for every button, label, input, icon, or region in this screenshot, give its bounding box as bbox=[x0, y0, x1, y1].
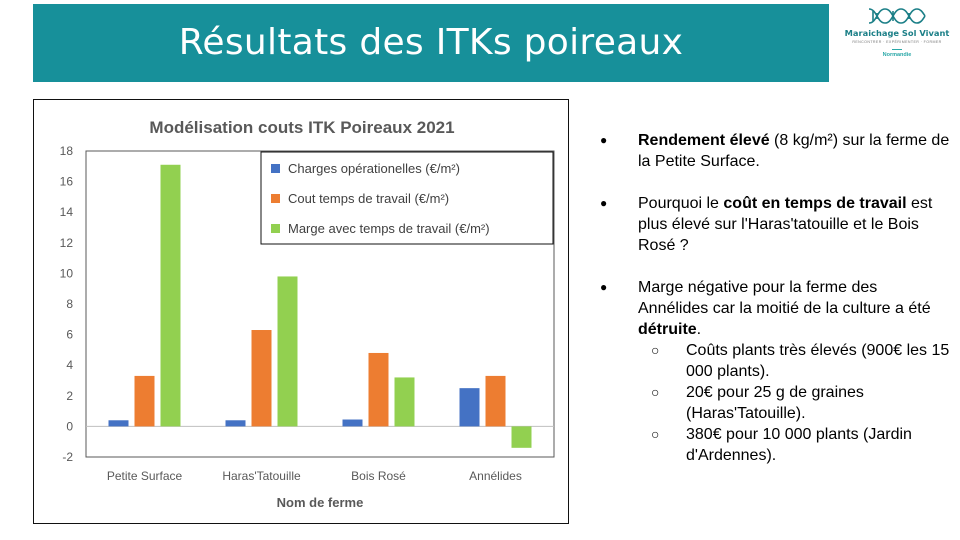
logo-tagline: RENCONTRER · EXPÉRIMENTER · FORMER bbox=[852, 40, 942, 44]
logo-region: Normandie bbox=[882, 52, 912, 58]
bar bbox=[459, 388, 480, 427]
title-banner: Résultats des ITKs poireaux bbox=[33, 4, 829, 82]
bullet-bold-text: détruite bbox=[638, 321, 697, 338]
logo-name: Maraichage Sol Vivant bbox=[844, 28, 950, 38]
bar bbox=[134, 375, 155, 427]
y-tick-label: 14 bbox=[60, 205, 74, 219]
legend-label: Marge avec temps de travail (€/m²) bbox=[288, 221, 490, 236]
logo: Maraichage Sol Vivant RENCONTRER · EXPÉR… bbox=[836, 4, 958, 82]
sub-bullet-text: 380€ pour 10 000 plants (Jardin d'Ardenn… bbox=[686, 426, 912, 464]
bullet-bold-text: coût en temps de travail bbox=[723, 195, 907, 212]
bar bbox=[485, 375, 506, 427]
dna-logo-icon bbox=[868, 8, 926, 24]
bar bbox=[277, 276, 298, 427]
y-tick-label: 12 bbox=[60, 236, 74, 250]
sub-bullet-item: ○ 20€ pour 25 g de graines (Haras'Tatouil… bbox=[600, 382, 950, 424]
bar bbox=[342, 419, 363, 427]
bullet-item: ● Marge négative pour la ferme des Annéli… bbox=[600, 277, 950, 466]
y-tick-label: 2 bbox=[66, 389, 73, 403]
legend-swatch bbox=[271, 194, 280, 203]
bullet-text: Pourquoi le bbox=[638, 195, 724, 212]
y-tick-label: 10 bbox=[60, 266, 74, 280]
sub-bullet-ring-icon: ○ bbox=[651, 426, 660, 442]
bullet-text: Marge négative pour la ferme des Annélid… bbox=[638, 279, 931, 317]
bullet-item: ● Pourquoi le coût en temps de travail es… bbox=[600, 193, 950, 256]
y-tick-label: 4 bbox=[66, 358, 73, 372]
x-category-label: Petite Surface bbox=[107, 469, 183, 483]
x-category-label: Haras'Tatouille bbox=[222, 469, 301, 483]
sub-bullet-item: ○ 380€ pour 10 000 plants (Jardin d'Arden… bbox=[600, 424, 950, 466]
bullet-text: est plus élevé sur l'Haras'tatouille et … bbox=[638, 195, 933, 254]
x-category-label: Annélides bbox=[469, 469, 522, 483]
bar bbox=[251, 330, 272, 427]
bar bbox=[368, 352, 389, 427]
plot-frame bbox=[85, 150, 555, 458]
y-tick-label: 8 bbox=[66, 297, 73, 311]
bar bbox=[511, 426, 532, 448]
chart-svg: Modélisation couts ITK Poireaux 2021 -2 0 2… bbox=[60, 118, 555, 510]
bullet-list: ● Rendement élevé (8 kg/m²) sur la ferme … bbox=[600, 130, 950, 487]
sub-bullet-ring-icon: ○ bbox=[651, 384, 660, 400]
bar bbox=[108, 420, 129, 427]
legend-box bbox=[260, 151, 554, 245]
bar bbox=[394, 377, 415, 427]
x-category-label: Bois Rosé bbox=[351, 469, 406, 483]
legend-swatch bbox=[271, 224, 280, 233]
logo-divider bbox=[892, 49, 902, 50]
bullet-item: ● Rendement élevé (8 kg/m²) sur la ferme … bbox=[600, 130, 950, 172]
y-tick-label: 16 bbox=[60, 175, 74, 189]
x-axis-title: Nom de ferme bbox=[277, 495, 364, 510]
bullet-text: . bbox=[696, 321, 702, 338]
bullet-text: (8 kg/m²) sur la ferme de la Petite Surf… bbox=[638, 132, 950, 170]
sub-bullet-text: 20€ pour 25 g de graines (Haras'Tatouill… bbox=[686, 384, 864, 422]
sub-bullet-list: ○ Coûts plants très élevés (900€ les 15 0… bbox=[638, 340, 950, 466]
bullet-dot-icon: ● bbox=[600, 280, 608, 294]
legend-swatch bbox=[271, 164, 280, 173]
bullet-bold-text: Rendement élevé bbox=[638, 132, 770, 149]
bar bbox=[225, 420, 246, 427]
bullet-dot-icon: ● bbox=[600, 196, 608, 210]
legend-label: Charges opérationelles (€/m²) bbox=[288, 161, 460, 176]
slide-title: Résultats des ITKs poireaux bbox=[178, 22, 684, 63]
y-tick-label: 18 bbox=[60, 144, 74, 158]
sub-bullet-ring-icon: ○ bbox=[651, 342, 660, 358]
bar-chart: Modélisation couts ITK Poireaux 2021 -2 0 2… bbox=[33, 99, 569, 524]
bullet-dot-icon: ● bbox=[600, 133, 608, 147]
y-tick-label: 0 bbox=[66, 419, 73, 433]
legend-label: Cout temps de travail (€/m²) bbox=[288, 191, 449, 206]
y-tick-label: -2 bbox=[62, 450, 73, 464]
sub-bullet-item: ○ Coûts plants très élevés (900€ les 15 0… bbox=[600, 340, 950, 382]
chart-title: Modélisation couts ITK Poireaux 2021 bbox=[149, 118, 454, 137]
y-tick-label: 6 bbox=[66, 328, 73, 342]
bar bbox=[160, 164, 181, 427]
sub-bullet-text: Coûts plants très élevés (900€ les 15 00… bbox=[686, 342, 950, 380]
